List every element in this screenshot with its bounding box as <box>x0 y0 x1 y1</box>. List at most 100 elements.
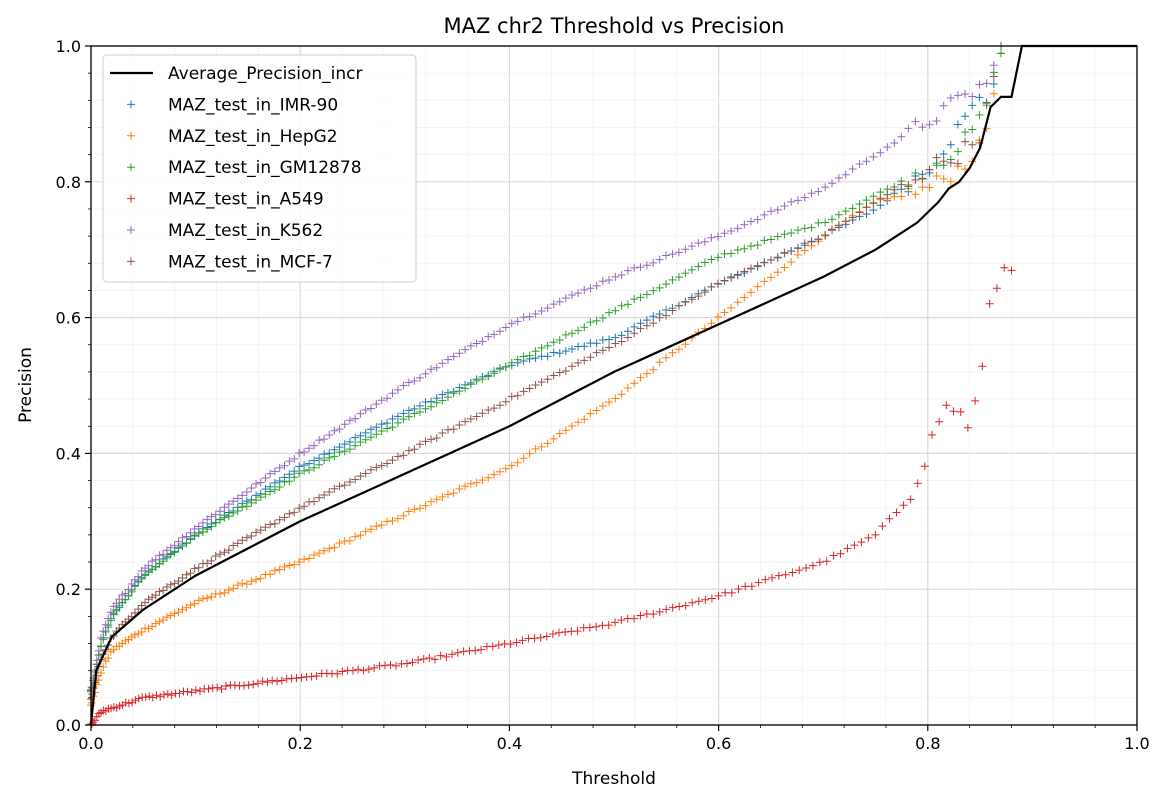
data-point <box>555 368 564 377</box>
data-point <box>315 549 324 558</box>
data-point <box>713 253 722 262</box>
data-point <box>674 345 683 354</box>
data-point <box>361 428 370 437</box>
data-point <box>96 668 105 677</box>
data-point <box>694 262 703 271</box>
data-point <box>623 300 632 309</box>
data-point <box>542 632 551 641</box>
data-point <box>781 570 790 579</box>
data-point <box>112 606 121 615</box>
data-point <box>548 629 557 638</box>
data-point <box>549 434 558 443</box>
data-point <box>242 533 251 542</box>
data-point <box>956 407 965 416</box>
data-point <box>920 462 929 471</box>
data-point <box>617 337 626 346</box>
data-point <box>106 608 115 617</box>
data-point <box>512 638 521 647</box>
data-point <box>939 174 948 183</box>
data-point <box>968 92 977 101</box>
data-point <box>300 555 309 564</box>
data-point <box>305 466 314 475</box>
data-point <box>414 655 423 664</box>
data-point <box>134 605 143 614</box>
data-point <box>372 423 381 432</box>
data-point <box>975 111 984 120</box>
data-point <box>841 217 850 226</box>
data-point <box>148 693 157 702</box>
data-point <box>554 628 563 637</box>
data-point <box>767 235 776 244</box>
data-point <box>224 586 233 595</box>
y-tick-label: 0.6 <box>56 309 81 328</box>
data-point <box>162 613 171 622</box>
data-point <box>224 500 233 509</box>
legend-label: MAZ_test_in_A549 <box>168 190 324 210</box>
data-point <box>862 203 871 212</box>
data-point <box>191 686 200 695</box>
data-point <box>733 224 742 233</box>
data-point <box>388 423 397 432</box>
data-point <box>733 271 742 280</box>
data-point <box>432 495 441 504</box>
data-point <box>662 280 671 289</box>
data-point <box>642 321 651 330</box>
data-point <box>753 282 762 291</box>
data-point <box>163 689 172 698</box>
data-point <box>642 369 651 378</box>
data-point <box>604 621 613 630</box>
data-point <box>800 224 809 233</box>
data-point <box>295 504 304 513</box>
data-point <box>668 348 677 357</box>
x-tick-label: 0.8 <box>915 734 940 753</box>
data-point <box>598 346 607 355</box>
data-point <box>211 518 220 527</box>
data-point <box>383 517 392 526</box>
data-point <box>320 546 329 555</box>
data-point <box>814 235 823 244</box>
data-point <box>229 584 238 593</box>
data-point <box>942 401 951 410</box>
data-point <box>760 236 769 245</box>
data-point <box>855 160 864 169</box>
data-point <box>561 628 570 637</box>
data-point <box>167 691 176 700</box>
data-point <box>543 352 552 361</box>
legend-marker <box>127 100 135 109</box>
data-point <box>675 602 684 611</box>
data-point <box>655 358 664 367</box>
data-point <box>190 564 199 573</box>
data-point <box>713 232 722 241</box>
data-point <box>567 345 576 354</box>
data-point <box>466 380 475 389</box>
data-point <box>174 608 183 617</box>
data-point <box>687 295 696 304</box>
data-point <box>834 221 843 230</box>
data-point <box>885 514 894 523</box>
data-point <box>404 412 413 421</box>
x-tick-label: 0.2 <box>287 734 312 753</box>
data-point <box>207 512 216 521</box>
data-point <box>238 491 247 500</box>
data-point <box>229 508 238 517</box>
data-point <box>841 170 850 179</box>
data-point <box>290 560 299 569</box>
data-point <box>525 449 534 458</box>
data-point <box>883 143 892 152</box>
data-point <box>773 268 782 277</box>
data-point <box>800 193 809 202</box>
data-point <box>707 319 716 328</box>
data-point <box>694 597 703 606</box>
data-point <box>975 93 984 102</box>
data-point <box>242 488 251 497</box>
data-point <box>216 550 225 559</box>
data-point <box>897 180 906 189</box>
data-point <box>674 248 683 257</box>
data-point <box>233 494 242 503</box>
data-point <box>404 507 413 516</box>
data-point <box>310 463 319 472</box>
data-point <box>574 358 583 367</box>
data-point <box>850 541 859 550</box>
x-tick-label: 1.0 <box>1124 734 1149 753</box>
data-point <box>194 529 203 538</box>
